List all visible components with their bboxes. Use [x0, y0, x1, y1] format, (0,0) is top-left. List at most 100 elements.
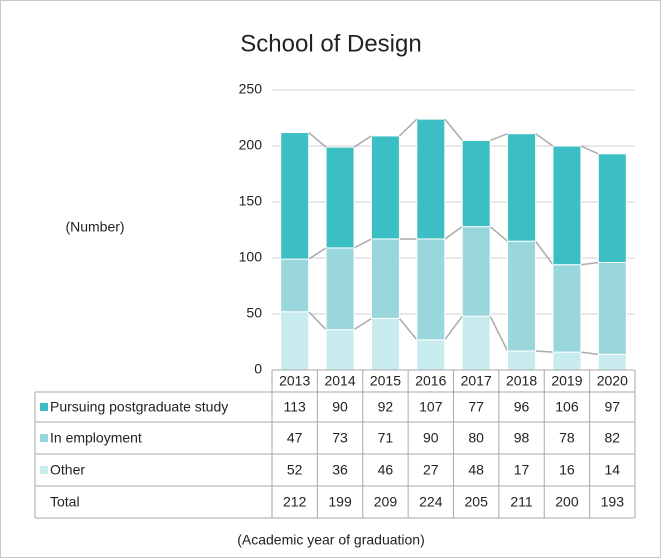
legend-label: In employment [50, 430, 142, 446]
table-cell: 77 [468, 399, 484, 415]
series-line [444, 226, 463, 240]
table-cell: 27 [423, 462, 439, 478]
bar-segment [461, 139, 491, 228]
table-cell: 224 [419, 494, 443, 510]
table-cell: 211 [510, 494, 533, 510]
series-line [398, 318, 418, 341]
table-cell: 16 [559, 462, 575, 478]
y-tick-label: 200 [239, 137, 263, 153]
bar-segment [325, 329, 355, 371]
series-line [398, 118, 418, 137]
table-cell: 73 [332, 430, 348, 446]
chart-title: School of Design [240, 30, 421, 57]
y-tick-label: 100 [239, 249, 263, 265]
series-line [580, 261, 599, 266]
table-cell: 17 [514, 462, 530, 478]
table-cell: 52 [287, 462, 303, 478]
x-tick-label: 2016 [415, 373, 446, 389]
series-line [308, 311, 327, 331]
x-tick-label: 2014 [324, 373, 355, 389]
legend-key [40, 434, 48, 442]
table-cell: 47 [287, 430, 303, 446]
bar-segment [507, 350, 537, 371]
series-line [580, 145, 599, 155]
series-line [534, 240, 554, 266]
table-cell: 106 [555, 399, 579, 415]
series-line [580, 351, 599, 356]
y-tick-label: 250 [239, 81, 263, 97]
series-line [489, 132, 508, 142]
bar-segment [325, 146, 355, 249]
table-cell: 205 [465, 494, 489, 510]
bar-segment [507, 240, 537, 352]
table-cell: 80 [468, 430, 484, 446]
table-cell: 96 [514, 399, 530, 415]
y-tick-label: 50 [246, 305, 262, 321]
bar-segment [552, 264, 582, 353]
y-tick-label: 0 [254, 361, 262, 377]
y-axis-label: (Number) [65, 219, 124, 235]
table-cell: 71 [378, 430, 394, 446]
table-cell: 97 [605, 399, 621, 415]
bar-segment [280, 258, 310, 313]
table-cell: 78 [559, 430, 575, 446]
x-tick-label: 2020 [597, 373, 628, 389]
bar-segment [552, 145, 582, 266]
bar-segment [416, 238, 446, 341]
series-line [353, 135, 372, 148]
bar-segment [280, 132, 310, 260]
series-line [444, 315, 463, 341]
table-cell: 193 [601, 494, 625, 510]
series-line [535, 133, 554, 147]
series-line [535, 350, 553, 353]
table-cell: 14 [605, 462, 621, 478]
table-cell: 36 [332, 462, 348, 478]
legend-label: Other [50, 462, 85, 478]
bar-segment [597, 153, 627, 263]
bar-segment [416, 339, 446, 371]
table-cell: 98 [514, 430, 530, 446]
table-cell: 82 [605, 430, 621, 446]
bar-segment [507, 133, 537, 242]
table-cell: 212 [283, 494, 307, 510]
bar-segment [461, 315, 491, 371]
table-cell: 90 [332, 399, 348, 415]
bar-segment [461, 226, 491, 317]
legend-key [40, 403, 48, 411]
bar-segment [416, 118, 446, 240]
table-cell: 107 [419, 399, 443, 415]
series-line [308, 131, 327, 148]
table-cell: 90 [423, 430, 439, 446]
series-line [444, 118, 463, 141]
series-line [308, 247, 327, 260]
x-tick-label: 2017 [461, 373, 492, 389]
series-line [489, 226, 509, 242]
table-cell: 200 [555, 494, 579, 510]
table-cell: 48 [468, 462, 484, 478]
bar-segment [370, 238, 400, 319]
table-cell: 92 [378, 399, 394, 415]
bar-segment [597, 353, 627, 371]
x-tick-label: 2019 [551, 373, 582, 389]
bar-segment [552, 351, 582, 371]
series-line [353, 317, 372, 331]
bar-segment [370, 135, 400, 240]
series-line [489, 315, 509, 352]
table-cell: 199 [328, 494, 352, 510]
bar-segment [370, 317, 400, 371]
table-cell: 113 [284, 399, 307, 415]
bar-segment [280, 311, 310, 371]
y-tick-label: 150 [239, 193, 263, 209]
x-tick-label: 2013 [279, 373, 310, 389]
x-axis-label: (Academic year of graduation) [237, 532, 425, 548]
legend-key [40, 466, 48, 474]
table-cell: 46 [378, 462, 394, 478]
series-line [353, 238, 372, 249]
bar-segment [597, 261, 627, 355]
bar-segment [325, 247, 355, 331]
table-row-label: Total [50, 494, 80, 510]
x-tick-label: 2018 [506, 373, 537, 389]
legend-label: Pursuing postgraduate study [50, 399, 228, 415]
table-cell: 209 [374, 494, 398, 510]
